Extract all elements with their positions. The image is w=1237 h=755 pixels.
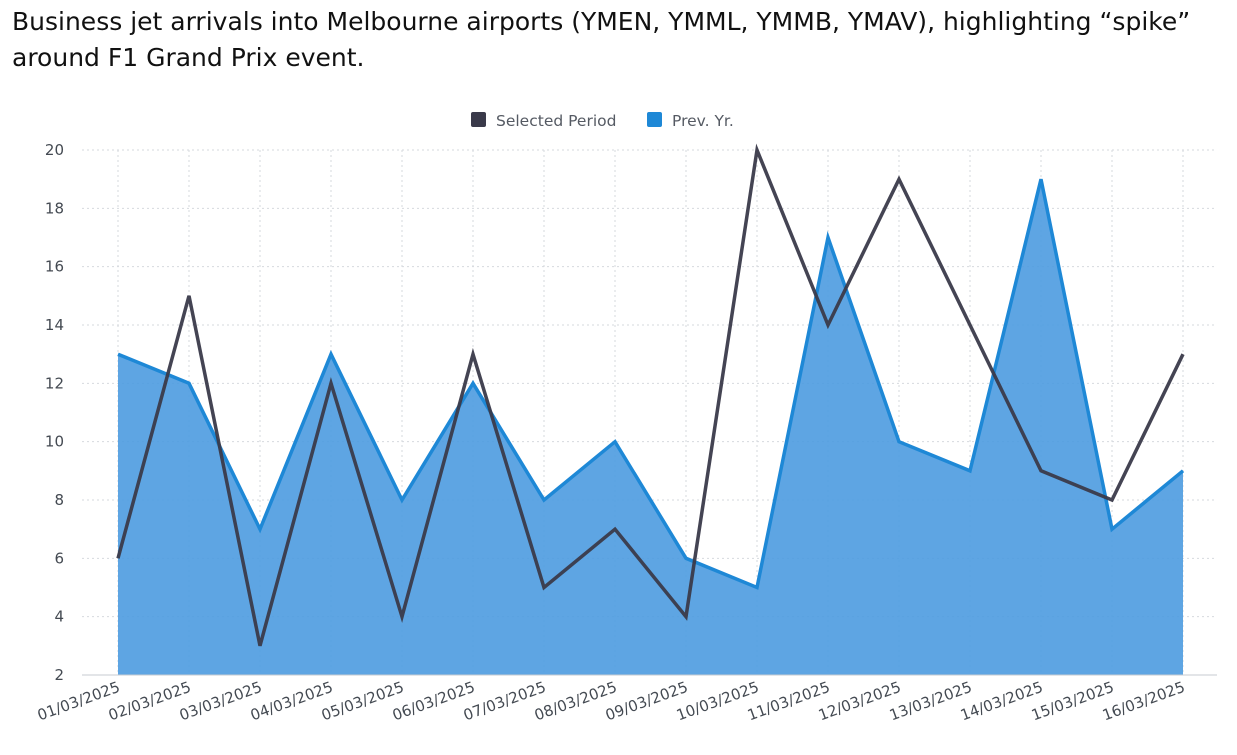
data-point-selected-period [400,615,404,619]
data-point-selected-period [897,177,901,181]
data-point-selected-period [755,148,759,152]
y-tick-label: 8 [54,491,64,509]
data-point-prev-yr [1181,469,1185,473]
y-tick-label: 12 [45,374,64,392]
series-line-selected-period [116,143,1185,647]
data-point-selected-period [1039,469,1043,473]
data-point-prev-yr [187,381,191,385]
y-tick-label: 20 [45,141,64,159]
y-tick-label: 4 [54,608,64,626]
data-point-selected-period [471,352,475,356]
y-tick-label: 10 [45,433,64,451]
data-point-prev-yr [968,469,972,473]
data-point-selected-period [258,644,262,648]
data-point-selected-period [684,615,688,619]
data-point-prev-yr [755,586,759,590]
legend-item-prev-yr[interactable]: Prev. Yr. [647,112,734,130]
data-point-prev-yr [684,556,688,560]
legend: Selected Period Prev. Yr. [471,112,734,130]
plot-area [116,143,1185,675]
legend-label-selected-period: Selected Period [496,112,616,130]
series-area-prev-yr [118,179,1183,675]
y-tick-label: 14 [45,316,64,334]
y-tick-label: 2 [54,666,64,684]
data-point-prev-yr [1110,527,1114,531]
data-point-prev-yr [826,236,830,240]
data-point-selected-period [613,527,617,531]
data-point-selected-period [1181,352,1185,356]
data-point-prev-yr [400,498,404,502]
data-point-selected-period [826,323,830,327]
data-point-prev-yr [897,440,901,444]
data-point-selected-period [968,323,972,327]
y-tick-label: 18 [45,199,64,217]
x-axis: 01/03/202502/03/202503/03/202504/03/2025… [35,674,1217,724]
y-tick-label: 16 [45,258,64,276]
data-point-selected-period [329,381,333,385]
x-tick-label: 16/03/2025 [1100,678,1187,724]
data-point-selected-period [187,294,191,298]
data-point-prev-yr [613,440,617,444]
y-tick-label: 6 [54,549,64,567]
legend-item-selected-period[interactable]: Selected Period [471,112,616,130]
data-point-prev-yr [116,352,120,356]
y-axis: 2 4 6 8 10 12 14 16 18 20 [45,141,64,684]
data-point-prev-yr [542,498,546,502]
legend-swatch-selected-period [471,112,486,127]
data-point-prev-yr [329,352,333,356]
series-line-prev-yr [117,178,1185,590]
legend-label-prev-yr: Prev. Yr. [672,112,734,130]
data-point-prev-yr [1039,177,1043,181]
data-point-prev-yr [258,527,262,531]
chart-title: Business jet arrivals into Melbourne air… [12,7,1191,72]
data-point-selected-period [116,556,120,560]
data-point-selected-period [1110,498,1114,502]
data-point-selected-period [542,586,546,590]
legend-swatch-prev-yr [647,112,662,127]
data-point-prev-yr [471,381,475,385]
